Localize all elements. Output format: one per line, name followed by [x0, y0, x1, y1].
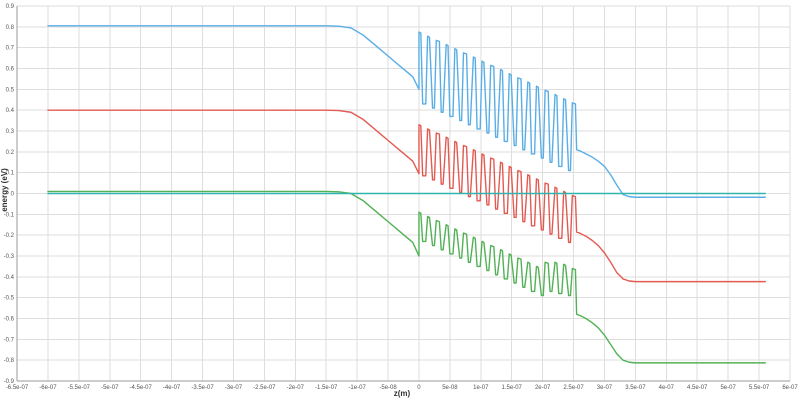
- x-tick-label: 2.5e-07: [563, 385, 584, 391]
- y-tick-label: -0.3: [4, 254, 15, 260]
- series-line-1: [47, 25, 766, 198]
- x-tick-label: 3e-07: [597, 385, 613, 391]
- x-tick-label: -1e-07: [348, 385, 366, 391]
- x-tick-label: -3e-07: [225, 385, 243, 391]
- x-tick-label: 4.5e-07: [687, 385, 708, 391]
- x-tick-label: -5e-08: [379, 385, 397, 391]
- chart-series: [47, 25, 766, 364]
- x-tick-label: 1.5e-07: [502, 385, 523, 391]
- y-tick-label: -0.4: [4, 275, 15, 281]
- chart-axes: [16, 6, 790, 382]
- series-line-2: [47, 109, 766, 283]
- x-tick-label: 6e-07: [782, 385, 798, 391]
- y-tick-label: -0.5: [4, 296, 15, 302]
- x-tick-label: -6e-07: [39, 385, 57, 391]
- y-tick-label: -0.6: [4, 317, 15, 323]
- y-axis-label: energy (eV): [0, 168, 9, 212]
- x-tick-label: 5.5e-07: [749, 385, 770, 391]
- y-tick-label: 0.7: [6, 46, 15, 52]
- y-tick-label: 0.8: [6, 25, 15, 31]
- x-tick-labels: -6.5e-07 -6e-07 -5.5e-07 -5e-07 -4.5e-07 -4e-…: [6, 385, 799, 391]
- x-tick-label: -2e-07: [287, 385, 305, 391]
- x-tick-label: 5e-08: [442, 385, 458, 391]
- x-tick-label: 5e-07: [720, 385, 736, 391]
- y-tick-label: -0.2: [4, 233, 15, 239]
- y-tick-label: 0.2: [6, 150, 15, 156]
- y-tick-labels: 0.9 0.8 0.7 0.6 0.5 0.4 0.3 0.2 0.1 0 -0.1 -0.2 -0.3…: [4, 4, 15, 385]
- x-tick-label: -4.5e-07: [130, 385, 153, 391]
- x-tick-label: -2.5e-07: [253, 385, 276, 391]
- y-tick-label: 0.9: [6, 4, 15, 10]
- x-tick-label: 0: [417, 385, 421, 391]
- x-tick-label: -4e-07: [163, 385, 181, 391]
- x-tick-label: 3.5e-07: [625, 385, 646, 391]
- y-tick-label: -0.1: [4, 212, 15, 218]
- x-tick-label: 4e-07: [659, 385, 675, 391]
- x-tick-label: -3.5e-07: [191, 385, 214, 391]
- y-tick-label: -0.8: [4, 358, 15, 364]
- y-tick-label: -0.9: [4, 379, 15, 385]
- x-tick-label: -5e-07: [101, 385, 119, 391]
- y-tick-label: 0.1: [6, 171, 15, 177]
- y-tick-label: 0.3: [6, 129, 15, 135]
- x-tick-label: 1e-07: [473, 385, 489, 391]
- x-tick-label: -5.5e-07: [68, 385, 91, 391]
- y-tick-label: 0: [11, 192, 15, 198]
- x-tick-label: -1.5e-07: [315, 385, 338, 391]
- y-tick-label: 0.6: [6, 67, 15, 73]
- y-tick-label: 0.4: [6, 108, 15, 114]
- series-line-3: [47, 190, 766, 364]
- y-tick-label: 0.5: [6, 87, 15, 93]
- x-tick-label: 2e-07: [535, 385, 551, 391]
- x-axis-label: z(m): [394, 389, 411, 398]
- y-tick-label: -0.7: [4, 337, 15, 343]
- x-tick-label: -6.5e-07: [6, 385, 29, 391]
